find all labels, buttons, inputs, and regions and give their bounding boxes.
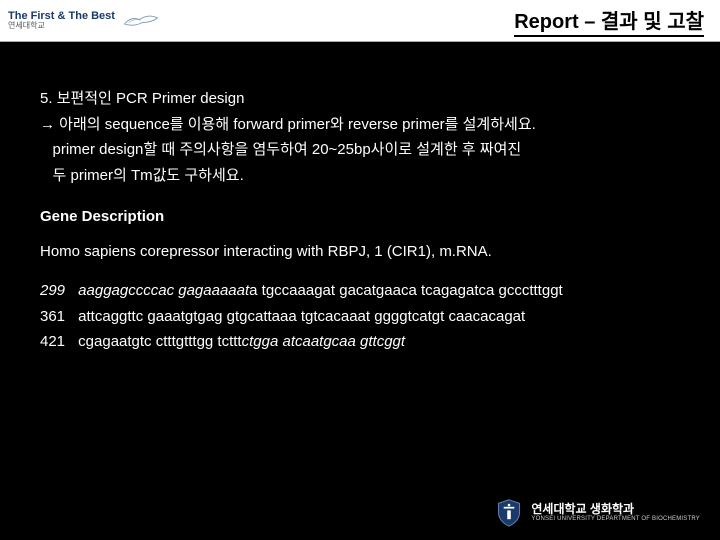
seq-num: 299: [40, 278, 74, 304]
gene-description: Homo sapiens corepressor interacting wit…: [40, 243, 680, 260]
footer-text: 연세대학교 생화학과 YONSEI UNIVERSITY DEPARTMENT …: [531, 503, 700, 523]
logo-text: The First & The Best 연세대학교: [8, 10, 115, 31]
seq-num: 421: [40, 329, 74, 355]
sequence-row: 361 attcaggttc gaaatgtgag gtgcattaaa tgt…: [40, 304, 680, 330]
page-title: Report – 결과 및 고찰: [514, 5, 704, 37]
sequence-block: 299 aaggagccccac gagaaaaata tgccaaagat g…: [40, 278, 680, 355]
seq-italic: ctgga atcaatgcaa gttcggt: [242, 333, 405, 350]
section-title: 보편적인 PCR Primer design: [57, 90, 245, 107]
seq-plain: a tgccaaagat gacatgaaca tcagagatca gccct…: [249, 282, 563, 299]
seq-italic: aaggagccccac gagaaaaat: [78, 282, 249, 299]
section-heading: 5. 보편적인 PCR Primer design → 아래의 sequence…: [40, 86, 680, 188]
logo-area: The First & The Best 연세대학교: [8, 10, 159, 32]
seq-num: 361: [40, 304, 74, 330]
sequence-row: 421 cgagaatgtc ctttgtttgg tctttctgga atc…: [40, 329, 680, 355]
logo-univ: 연세대학교: [8, 22, 115, 31]
section-line2: primer design할 때 주의사항을 염두하여 20~25bp사이로 설…: [53, 141, 522, 158]
section-line3: 두 primer의 Tm값도 구하세요.: [53, 167, 244, 184]
section-line1: → 아래의 sequence를 이용해 forward primer와 reve…: [40, 116, 536, 133]
gene-label: Gene Description: [40, 208, 680, 225]
footer: 연세대학교 생화학과 YONSEI UNIVERSITY DEPARTMENT …: [495, 498, 700, 528]
section-num: 5.: [40, 90, 53, 107]
footer-en: YONSEI UNIVERSITY DEPARTMENT OF BIOCHEMI…: [531, 516, 700, 523]
seq-plain: cgagaatgtc ctttgtttgg tcttt: [78, 333, 241, 350]
header-bar: The First & The Best 연세대학교 Report – 결과 및…: [0, 0, 720, 42]
seq-plain: attcaggttc gaaatgtgag gtgcattaaa tgtcaca…: [78, 308, 525, 325]
sequence-row: 299 aaggagccccac gagaaaaata tgccaaagat g…: [40, 278, 680, 304]
footer-ko: 연세대학교 생화학과: [531, 503, 700, 516]
eagle-icon: [123, 10, 159, 32]
shield-icon: [495, 498, 523, 528]
content-area: 5. 보편적인 PCR Primer design → 아래의 sequence…: [0, 42, 720, 355]
